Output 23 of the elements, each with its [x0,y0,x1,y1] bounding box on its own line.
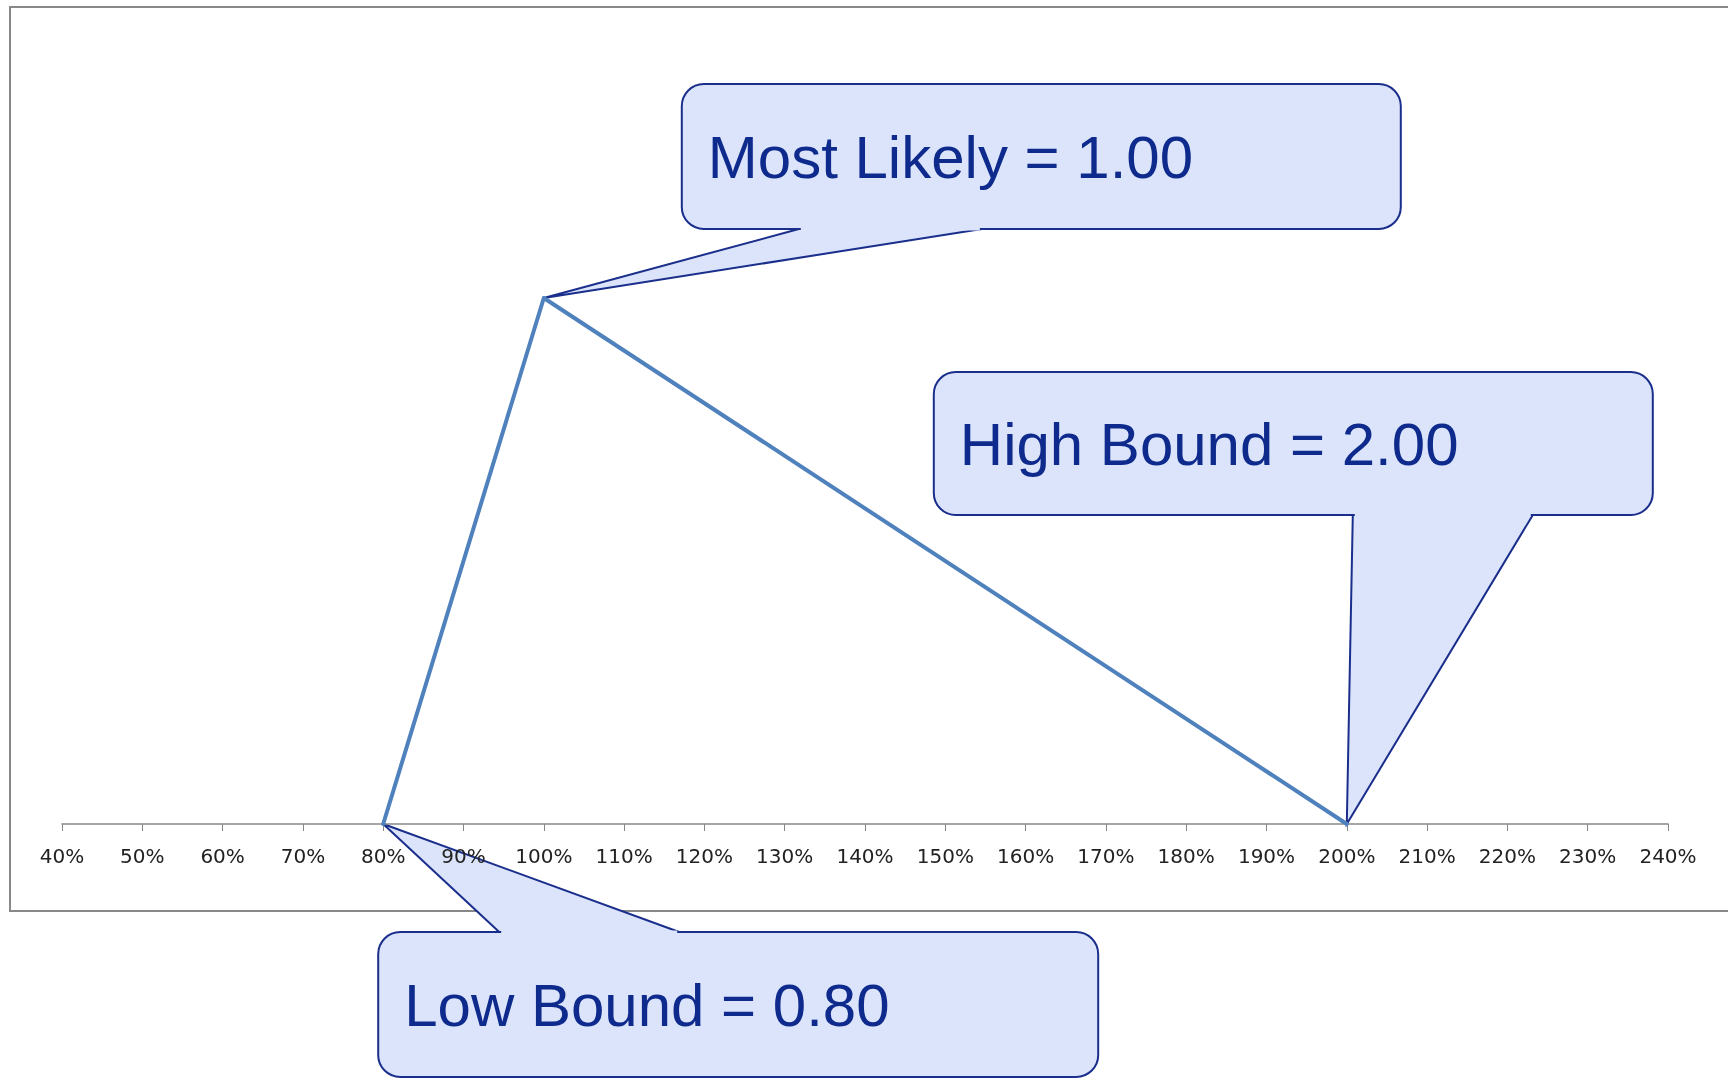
x-tick-label: 70% [280,844,326,868]
annotation: High Bound = 2.00 [959,410,1459,478]
x-tick-label: 210% [1398,844,1456,868]
x-tick-label: 110% [595,844,653,868]
x-tick-label: 190% [1237,844,1296,868]
annotation: Low Bound = 0.80 [404,971,890,1039]
x-tick-label: 50% [120,844,165,868]
x-tick-label: 40% [39,844,85,868]
x-tick-label: 80% [360,844,406,868]
x-tick-label: 240% [1639,844,1697,868]
x-tick-label: 200% [1318,844,1376,868]
x-tick-label: 180% [1157,844,1215,868]
x-tick-label: 150% [916,844,974,868]
x-tick-label: 60% [200,844,245,868]
x-tick-label: 160% [997,844,1055,868]
x-tick-label: 170% [1077,844,1135,868]
x-tick-label: 220% [1478,844,1536,868]
x-tick-label: 130% [756,844,814,868]
x-tick-label: 120% [675,844,733,868]
annotation: Most Likely = 1.00 [707,123,1194,191]
x-tick-label: 140% [836,844,894,868]
x-tick-label: 100% [515,844,573,868]
x-tick-label: 230% [1559,844,1617,868]
